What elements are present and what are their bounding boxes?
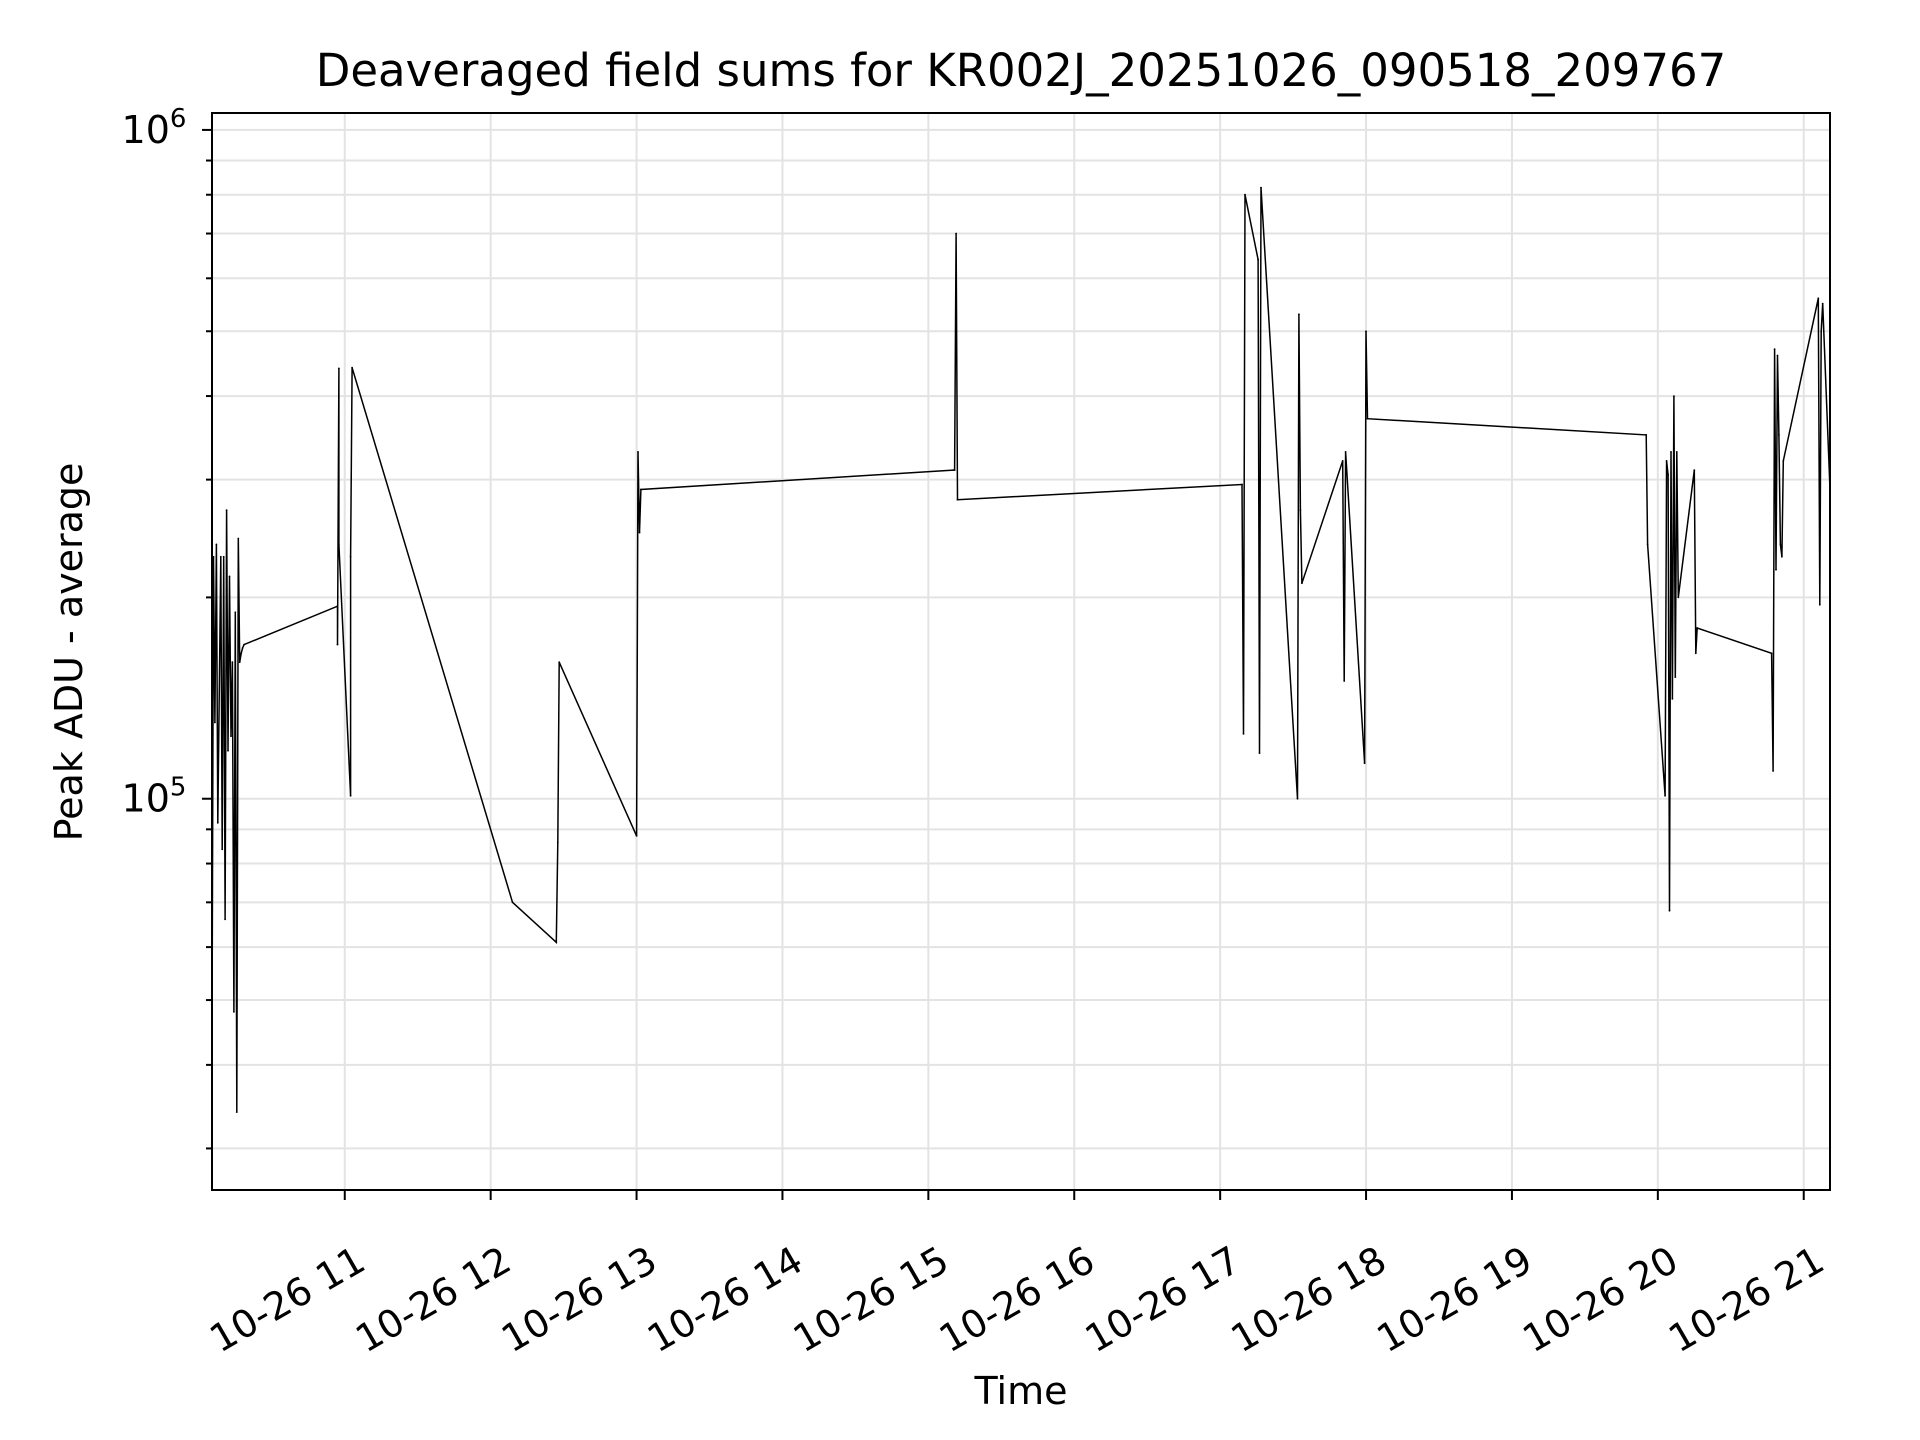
data-point [1242,733,1245,735]
data-point [1296,797,1299,800]
data-point [231,661,234,664]
plot-frame [211,112,1831,1191]
data-point [338,543,340,546]
data-point [1781,555,1783,558]
data-point [1299,509,1302,512]
data-point [1301,582,1303,585]
data-point [555,941,558,944]
data-point [1258,752,1261,754]
data-point [221,848,224,851]
data-point [1664,794,1666,797]
data-point [1772,770,1774,772]
data-point [238,661,241,664]
data-point [228,575,231,578]
data-point [1677,596,1680,599]
data-point [1646,543,1649,546]
data-point [1779,543,1782,546]
data-point [1298,313,1300,316]
data-point [1665,460,1668,462]
data-point [1344,451,1347,453]
data-point [240,652,243,655]
chart-title: Deaveraged field sums for KR002J_2025102… [316,44,1727,97]
data-point [351,366,353,369]
data-point [956,498,959,501]
series-line [211,187,1831,1113]
data-point [338,367,340,370]
data-point [511,901,514,904]
y-tick-label: 106 [122,104,187,152]
data-point [1363,762,1366,765]
y-axis-label: Peak ADU - average [47,463,91,842]
data-point [1675,451,1678,453]
data-point [230,735,232,738]
data-point [216,822,219,824]
data-point [1645,434,1648,436]
data-point [1696,627,1699,629]
data-point [1341,460,1344,462]
data-point [1671,698,1674,700]
data-point [1244,193,1246,196]
data-point [556,841,559,844]
data-point [215,543,218,546]
data-point [638,531,641,534]
data-point [225,509,228,512]
series-layer [211,186,1831,1113]
data-point [1673,395,1675,397]
data-point [1782,460,1785,462]
data-point [953,469,956,471]
data-point [1776,354,1779,357]
data-point [1817,297,1820,300]
data-point [1670,451,1672,453]
data-point [222,555,225,558]
data-point [1770,652,1773,655]
data-point [1674,676,1677,678]
data-point [243,643,246,646]
data-point [1366,417,1369,420]
data-point [635,835,638,837]
data-point [234,611,237,614]
data-point [336,605,339,608]
data-point [640,488,642,491]
x-axis-label: Time [974,1369,1068,1413]
data-point [1257,258,1259,261]
data-point [558,661,561,664]
data-point [1260,186,1262,189]
data-point [219,555,222,558]
data-point [235,1111,238,1113]
data-point [1773,348,1776,351]
data-point [1365,330,1367,333]
data-point [336,643,339,646]
data-point [212,555,215,558]
data-point [1821,302,1824,305]
data-point [233,1011,235,1013]
data-point [1241,483,1243,486]
data-point [955,232,957,235]
data-point [227,749,229,752]
data-point [237,537,240,540]
data-point [241,647,244,649]
data-point [952,469,955,471]
data-point [214,721,216,724]
data-point [637,451,639,453]
data-point [1693,469,1696,471]
data-point [349,794,352,797]
data-point [1775,568,1777,571]
data-point [1694,652,1697,655]
data-point [224,918,227,921]
data-point [1343,680,1346,682]
data-point [1667,473,1669,476]
data-point [1668,909,1671,912]
data-point [1820,330,1823,333]
grid [212,113,1830,1190]
data-point [349,555,352,558]
data-point [1818,603,1821,606]
data-point [1778,434,1780,436]
y-tick-label: 105 [122,773,187,821]
